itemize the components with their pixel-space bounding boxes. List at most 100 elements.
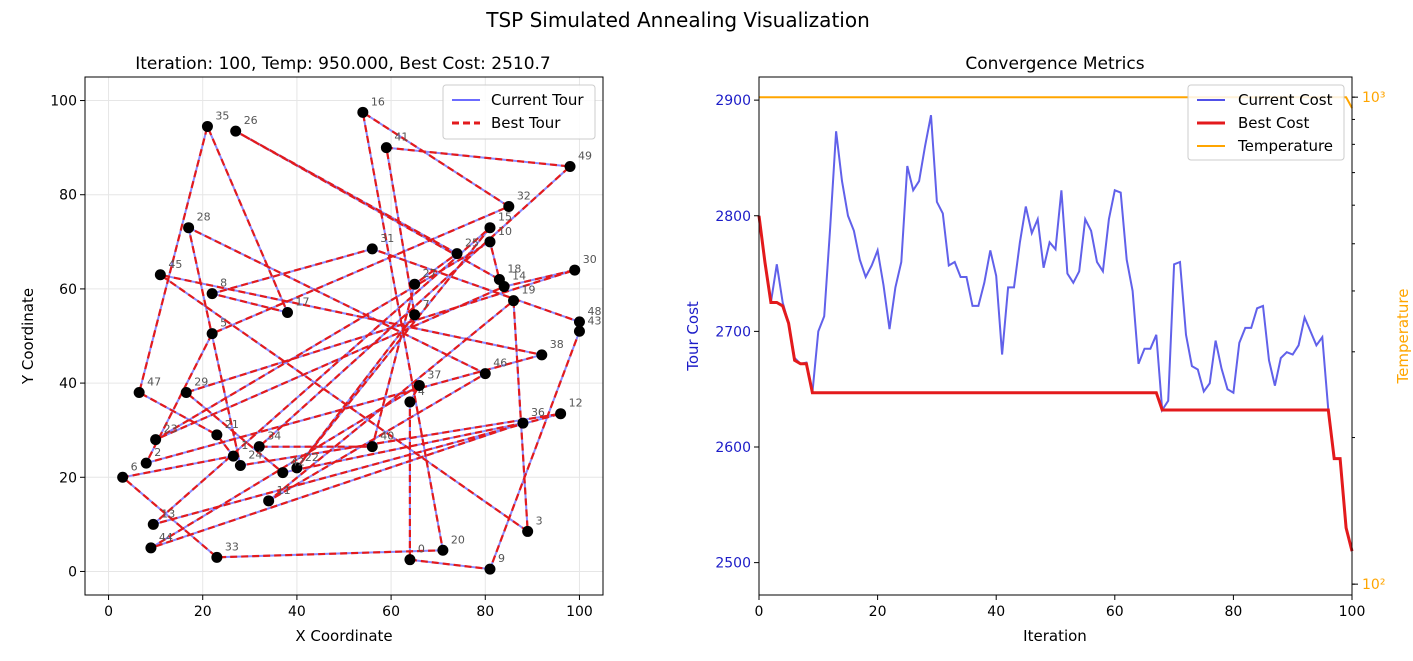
legend-current-cost-label: Current Cost [1238,91,1333,109]
tour-map-ytick-label: 20 [59,470,77,486]
city-point [145,542,157,554]
city-label: 18 [507,262,521,275]
tour-map-xtick-label: 60 [382,604,400,620]
city-point [503,201,515,212]
city-point [253,441,265,453]
city-point [201,120,213,132]
city-label: 15 [498,211,512,224]
city-point [517,417,529,429]
city-label: 49 [578,149,592,162]
city-point [211,429,223,441]
city-label: 11 [277,484,291,497]
legend-best-cost-label: Best Cost [1238,114,1309,132]
city-label: 7 [423,298,430,311]
city-label: 47 [147,376,161,389]
city-point [484,236,496,248]
city-point [366,441,378,453]
convergence-frame [758,76,1353,596]
convergence-y2tick-label: 10³ [1362,90,1385,106]
city-label: 44 [159,531,173,544]
city-label: 34 [267,430,281,443]
convergence-ytick-label: 2600 [715,440,751,456]
convergence-xtick-label: 0 [755,604,764,620]
tour-map-xtick-label: 80 [476,604,494,620]
figure-title: TSP Simulated Annealing Visualization [485,8,870,32]
tour-map-ytick-label: 100 [50,94,77,110]
city-label: 48 [587,305,601,318]
city-point [140,457,152,469]
city-point [493,273,505,285]
convergence-xtick-label: 20 [869,604,887,620]
city-point [409,278,421,290]
city-label: 32 [517,190,531,203]
city-point [409,309,421,321]
city-label: 27 [423,267,437,280]
city-point [206,288,218,300]
city-point [150,434,162,446]
city-label: 41 [394,131,408,144]
city-point [404,396,416,408]
city-label: 26 [244,114,258,127]
tour-map-ylabel: Y Coordinate [19,288,37,385]
city-point [413,379,425,391]
convergence-legend: Current Cost Best Cost Temperature [1187,84,1345,161]
tour-map-xtick-label: 0 [104,604,113,620]
city-label: 9 [498,552,505,565]
convergence-ytick-label: 2700 [715,324,751,340]
tour-map-legend-box [442,84,596,140]
legend-current-tour-label: Current Tour [491,91,584,109]
city-label: 2 [154,446,161,459]
tour-map-title: Iteration: 100, Temp: 950.000, Best Cost… [135,54,551,74]
city-point [536,349,548,361]
city-label: 28 [197,211,211,224]
city-label: 0 [418,543,425,556]
city-label: 13 [161,507,175,520]
convergence-ytick-label: 2800 [715,209,751,225]
city-point [484,222,496,234]
city-point [180,387,192,399]
city-point [277,467,289,479]
tour-map-frame [84,76,604,596]
city-point [147,518,159,530]
city-label: 29 [194,376,208,389]
tour-map-legend: Current Tour Best Tour [442,84,596,140]
city-label: 1 [241,439,248,452]
convergence-ytick-label: 2900 [715,93,751,109]
city-point [573,316,585,328]
city-label: 25 [465,237,479,250]
city-label: 22 [305,451,319,464]
city-point [263,495,275,507]
city-point [569,264,581,276]
current-cost-line [758,115,1353,552]
city-point [154,269,166,281]
convergence-title: Convergence Metrics [965,54,1144,74]
convergence-ytick-label: 2500 [715,556,751,572]
convergence-y2tick-label: 10² [1362,577,1385,593]
city-point [281,306,293,318]
legend-best-tour-label: Best Tour [491,114,561,132]
city-label: 42 [291,456,305,469]
city-point [211,551,223,563]
city-point [522,525,534,537]
city-point [451,248,463,260]
legend-temperature-label: Temperature [1237,137,1333,155]
city-label: 43 [587,314,601,327]
temperature-line [759,96,1353,109]
city-point [206,328,218,340]
city-point [437,544,449,556]
city-label: 45 [168,258,182,271]
convergence-xtick-label: 40 [987,604,1005,620]
city-label: 31 [380,232,394,245]
city-label: 16 [371,95,385,108]
city-label: 12 [569,397,583,410]
city-label: 10 [498,225,512,238]
city-point [564,160,576,172]
city-label: 37 [427,368,441,381]
tour-map-ytick-label: 60 [59,282,77,298]
city-label: 46 [493,357,507,370]
city-label: 36 [531,406,545,419]
city-label: 14 [512,270,526,283]
city-point [357,106,369,118]
city-label: 3 [536,514,543,527]
